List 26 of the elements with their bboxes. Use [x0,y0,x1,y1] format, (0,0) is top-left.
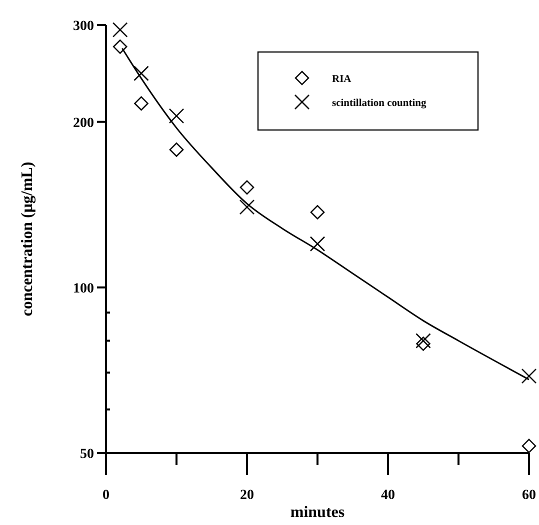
point [310,236,326,252]
x-tick-label: 60 [522,488,536,503]
point [169,142,184,157]
legend-label: scintillation counting [332,98,427,109]
y-tick-label: 100 [73,281,94,296]
x-axis-title: minutes [290,504,345,521]
y-axis-title: concentration (μg/mL) [19,162,36,316]
y-tick-label: 200 [73,116,94,131]
point [112,22,128,38]
y-tick-label: 50 [80,447,94,462]
y-tick-label: 300 [73,19,94,34]
x-tick-label: 40 [381,488,395,503]
point [134,96,148,111]
point [521,368,537,384]
x-tick-label: 0 [102,488,110,503]
point [239,199,255,215]
point [310,205,325,220]
legend-label: RIA [332,74,352,85]
point [522,438,536,454]
point [416,336,430,351]
point [416,333,431,348]
point [168,108,184,124]
point [112,40,128,54]
point [134,66,149,82]
x-tick-label: 20 [240,488,254,503]
point [240,180,254,195]
